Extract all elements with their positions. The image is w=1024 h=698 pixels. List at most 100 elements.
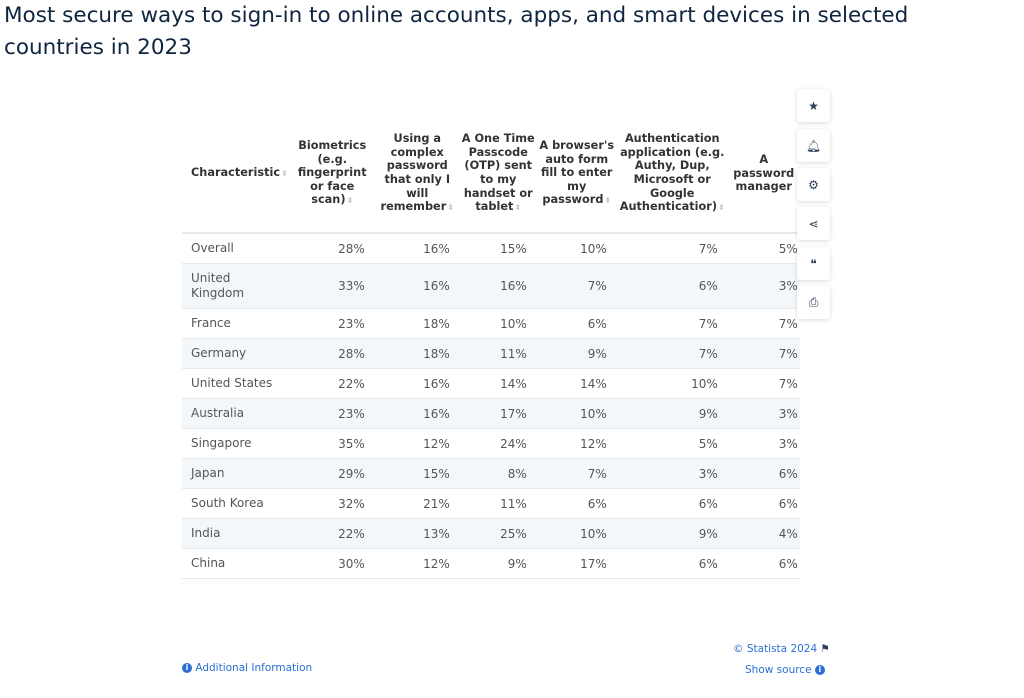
- sort-icon[interactable]: ⬍: [718, 203, 725, 213]
- table-cell: 9%: [616, 398, 728, 429]
- table-cell: 12%: [536, 428, 617, 459]
- table-cell: 9%: [536, 338, 617, 369]
- table-cell: 6%: [727, 488, 800, 519]
- table-cell: 7%: [616, 308, 728, 339]
- column-header-label: A One Time Passcode (OTP) sent to my han…: [461, 132, 535, 214]
- table-cell: 29%: [289, 458, 375, 489]
- column-header[interactable]: Using a complex password that only I wil…: [374, 115, 460, 234]
- table-cell: 6%: [536, 488, 617, 519]
- table-cell: 11%: [459, 488, 537, 519]
- column-header-label: Using a complex password that only I wil…: [380, 132, 451, 214]
- table-cell: 3%: [727, 263, 800, 309]
- info-icon: i: [182, 663, 192, 673]
- sort-icon[interactable]: ⬍: [346, 196, 354, 206]
- table-cell: 18%: [374, 308, 460, 339]
- table-cell: 4%: [727, 518, 800, 549]
- table-cell: 6%: [536, 308, 617, 339]
- table-row: France 23% 18% 10% 6% 7% 7%: [182, 308, 800, 339]
- column-header-label: Biometrics (e.g. fingerprint or face sca…: [297, 139, 367, 207]
- table-cell: 18%: [374, 338, 460, 369]
- row-label: Singapore: [182, 428, 290, 459]
- table-cell: 7%: [727, 308, 800, 339]
- table-cell: 6%: [616, 488, 728, 519]
- column-header[interactable]: Authentication application (e.g. Authy, …: [616, 115, 728, 234]
- copyright-text: © Statista 2024: [733, 643, 818, 655]
- table-cell: 16%: [459, 263, 537, 309]
- column-header[interactable]: A One Time Passcode (OTP) sent to my han…: [459, 115, 537, 234]
- table-cell: 23%: [289, 398, 375, 429]
- table-cell: 15%: [374, 458, 460, 489]
- table-row: Australia 23% 16% 17% 10% 9% 3%: [182, 398, 800, 429]
- share-icon[interactable]: ⋖: [797, 207, 830, 240]
- table-cell: 10%: [536, 518, 617, 549]
- sort-icon[interactable]: ⬍: [281, 169, 288, 179]
- table-cell: 7%: [616, 233, 728, 264]
- row-label: United Kingdom: [182, 263, 290, 309]
- column-header[interactable]: A password manager: [727, 115, 800, 234]
- table-cell: 35%: [289, 428, 375, 459]
- table-row: South Korea 32% 21% 11% 6% 6% 6%: [182, 488, 800, 519]
- table-cell: 16%: [374, 263, 460, 309]
- table-cell: 8%: [459, 458, 537, 489]
- column-header[interactable]: A browser's auto form fill to enter my p…: [536, 115, 617, 234]
- bell-icon[interactable]: 🔔︎: [797, 129, 830, 162]
- table-cell: 3%: [727, 398, 800, 429]
- table-cell: 12%: [374, 428, 460, 459]
- table-cell: 28%: [289, 233, 375, 264]
- table-cell: 32%: [289, 488, 375, 519]
- copyright-link[interactable]: © Statista 2024 ⚑: [733, 643, 830, 655]
- sort-icon[interactable]: ⬍: [514, 203, 522, 213]
- table-row: United Kingdom 33% 16% 16% 7% 6% 3%: [182, 263, 800, 309]
- additional-information-text: Additional Information: [195, 662, 313, 674]
- table-cell: 6%: [727, 458, 800, 489]
- table-cell: 7%: [616, 338, 728, 369]
- table-row: Japan 29% 15% 8% 7% 3% 6%: [182, 458, 800, 489]
- table-cell: 14%: [536, 368, 617, 399]
- row-label: United States: [182, 368, 290, 399]
- table-row: Germany 28% 18% 11% 9% 7% 7%: [182, 338, 800, 369]
- table-cell: 16%: [374, 233, 460, 264]
- table-row: Overall 28% 16% 15% 10% 7% 5%: [182, 233, 800, 264]
- page-title: Most secure ways to sign-in to online ac…: [4, 3, 909, 60]
- table-cell: 3%: [616, 458, 728, 489]
- show-source-link[interactable]: Show source i: [745, 664, 825, 676]
- table-cell: 7%: [536, 458, 617, 489]
- table-cell: 10%: [536, 233, 617, 264]
- column-header-label: Authentication application (e.g. Authy, …: [619, 132, 725, 214]
- show-source-text: Show source: [745, 664, 812, 676]
- gear-icon[interactable]: ⚙: [797, 168, 830, 201]
- table-cell: 28%: [289, 338, 375, 369]
- quote-icon[interactable]: ❝: [797, 247, 830, 280]
- row-label: Japan: [182, 458, 290, 489]
- sort-icon[interactable]: ⬍: [447, 203, 454, 213]
- table-cell: 10%: [459, 308, 537, 339]
- table-cell: 23%: [289, 308, 375, 339]
- table-cell: 5%: [727, 233, 800, 264]
- column-header[interactable]: Characteristic⬍: [182, 115, 290, 234]
- table-cell: 9%: [459, 548, 537, 579]
- table-cell: 14%: [459, 368, 537, 399]
- row-label: Germany: [182, 338, 290, 369]
- table-cell: 10%: [616, 368, 728, 399]
- column-header-label: A password manager: [733, 153, 795, 194]
- table-cell: 25%: [459, 518, 537, 549]
- table-cell: 6%: [727, 548, 800, 579]
- table-cell: 22%: [289, 518, 375, 549]
- table-cell: 7%: [727, 338, 800, 369]
- table-cell: 6%: [616, 548, 728, 579]
- table-cell: 16%: [374, 398, 460, 429]
- additional-information-link[interactable]: i Additional Information: [182, 662, 312, 674]
- column-header[interactable]: Biometrics (e.g. fingerprint or face sca…: [289, 115, 375, 234]
- star-icon[interactable]: ★: [797, 89, 830, 122]
- table-cell: 22%: [289, 368, 375, 399]
- info-icon: i: [814, 665, 825, 675]
- table-cell: 5%: [616, 428, 728, 459]
- table-cell: 21%: [374, 488, 460, 519]
- table-cell: 16%: [374, 368, 460, 399]
- table-row: China 30% 12% 9% 17% 6% 6%: [182, 548, 800, 579]
- column-header-label: Characteristic: [191, 166, 281, 180]
- table-cell: 24%: [459, 428, 537, 459]
- print-icon[interactable]: ⎙: [797, 286, 830, 319]
- sort-icon[interactable]: ⬍: [604, 196, 612, 206]
- table-cell: 30%: [289, 548, 375, 579]
